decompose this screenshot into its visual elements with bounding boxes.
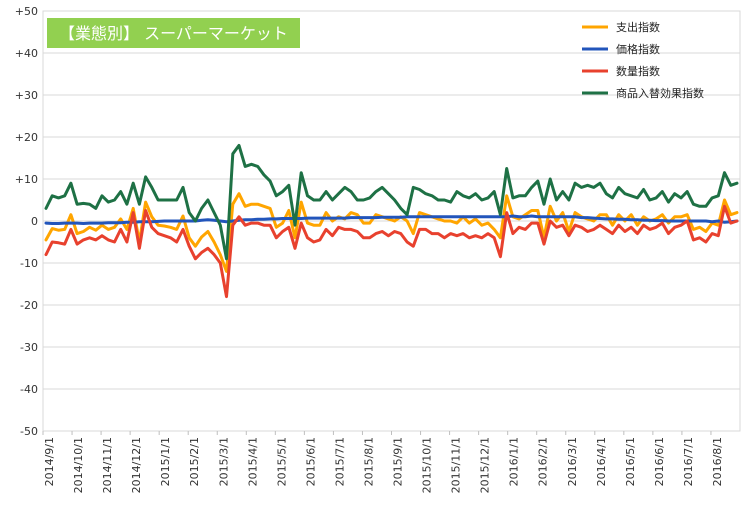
y-tick-label: +30	[15, 89, 38, 102]
x-tick-label: 2015/11/1	[450, 437, 463, 493]
x-tick-label: 2016/7/1	[682, 437, 695, 486]
x-tick-label: 2015/3/1	[217, 437, 230, 486]
legend-item: 支出指数	[582, 20, 660, 34]
x-tick-label: 2016/5/1	[624, 437, 637, 486]
y-tick-label: -30	[20, 341, 38, 354]
x-tick-label: 2015/12/1	[479, 437, 492, 493]
x-tick-label: 2014/12/1	[130, 437, 143, 493]
chart-title-background	[47, 18, 300, 48]
x-tick-label: 2014/11/1	[101, 437, 114, 493]
chart-title-box: 【業態別】 スーパーマーケット	[47, 18, 300, 48]
x-tick-label: 2014/10/1	[72, 437, 85, 493]
legend-label: 価格指数	[616, 42, 660, 56]
legend-item: 数量指数	[582, 64, 660, 78]
y-tick-label: -10	[20, 257, 38, 270]
x-tick-label: 2016/6/1	[653, 437, 666, 486]
x-tick-label: 2015/2/1	[188, 437, 201, 486]
x-tick-label: 2016/2/1	[537, 437, 550, 486]
series-line-3	[44, 204, 739, 299]
y-tick-label: -50	[20, 425, 38, 438]
x-tick-label: 2016/4/1	[595, 437, 608, 486]
x-tick-label: 2016/3/1	[566, 437, 579, 486]
x-tick-label: 2015/8/1	[362, 437, 375, 486]
x-tick-label: 2016/8/1	[711, 437, 724, 486]
series-line-4	[44, 143, 739, 261]
x-tick-label: 2015/10/1	[421, 437, 434, 493]
y-axis: +50 +40 +30 +20 +10 0 -10 -20 -30 -40 -50	[15, 5, 38, 438]
y-tick-label: +40	[15, 47, 38, 60]
x-tick-label: 2015/1/1	[159, 437, 172, 486]
y-tick-label: +50	[15, 5, 38, 18]
legend-label: 商品入替効果指数	[616, 86, 704, 100]
x-tick-label: 2015/7/1	[333, 437, 346, 486]
series-lines	[44, 143, 739, 299]
y-tick-label: -40	[20, 383, 38, 396]
legend-item: 価格指数	[582, 42, 660, 56]
y-tick-label: +20	[15, 131, 38, 144]
x-tick-label: 2016/1/1	[508, 437, 521, 486]
series-line-2	[44, 214, 739, 225]
x-tick-label: 2014/9/1	[43, 437, 56, 486]
x-tick-label: 2015/5/1	[275, 437, 288, 486]
legend-label: 支出指数	[616, 20, 660, 34]
chart-title: 【業態別】 スーパーマーケット	[59, 24, 288, 43]
legend-label: 数量指数	[616, 64, 660, 78]
legend-item: 商品入替効果指数	[582, 86, 704, 100]
y-tick-label: -20	[20, 299, 38, 312]
x-tick-label: 2015/4/1	[246, 437, 259, 486]
x-tick-label: 2015/9/1	[392, 437, 405, 486]
x-tick-label: 2015/6/1	[304, 437, 317, 486]
y-tick-label: 0	[31, 215, 38, 228]
y-tick-label: +10	[15, 173, 38, 186]
x-axis: 2014/9/1 2014/10/1 2014/11/1 2014/12/1 2015/…	[42, 431, 724, 493]
